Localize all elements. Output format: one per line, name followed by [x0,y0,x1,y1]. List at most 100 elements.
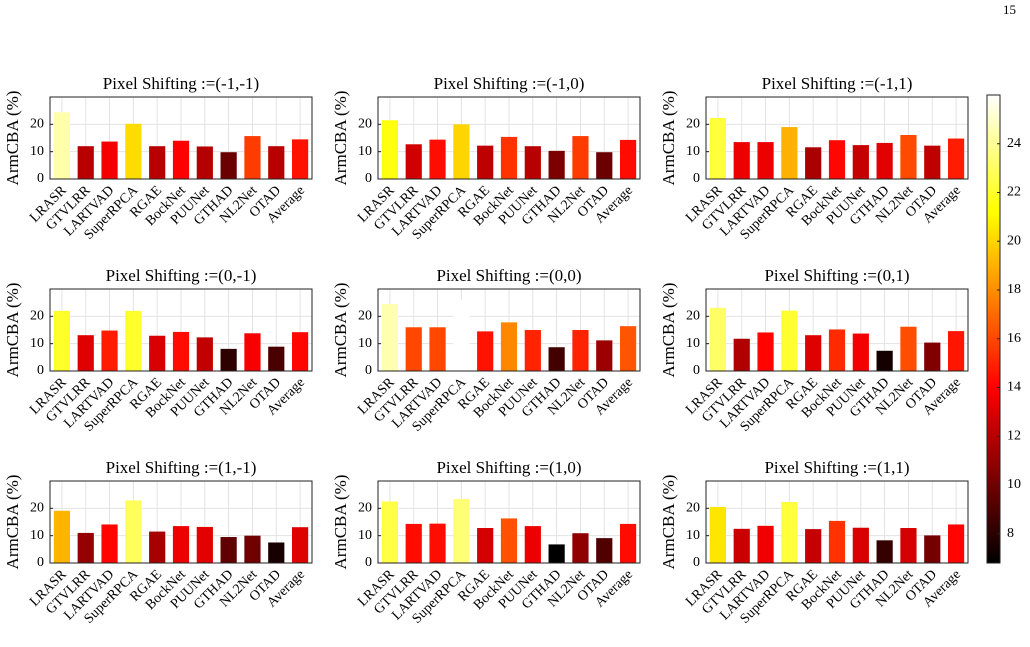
bar [77,335,94,371]
chart-title: Pixel Shifting :=(0,-1) [106,266,257,285]
chart-title: Pixel Shifting :=(-1,0) [434,74,585,93]
bar [429,139,446,179]
chart-title: Pixel Shifting :=(1,-1) [106,458,257,477]
bar [619,326,637,371]
colorbar-tick-label: 20 [1007,233,1021,248]
bar [572,330,589,371]
bar [268,146,285,179]
y-tick-label: 10 [686,528,700,543]
y-tick-label: 20 [686,117,700,132]
y-tick-label: 10 [686,336,700,351]
y-tick-label: 0 [37,363,44,378]
bar [53,310,71,371]
bar [453,499,470,563]
chart-title: Pixel Shifting :=(1,0) [436,458,581,477]
bar [477,331,494,371]
bar [781,310,798,371]
bar [548,347,565,371]
axes-box [49,480,313,564]
bar [453,299,470,371]
colorbar-tick-label: 22 [1007,185,1021,200]
bar [244,136,261,179]
bar [429,327,446,371]
y-axis-label: ArmCBA (%) [659,475,678,570]
axes-box [705,96,969,180]
bar [924,342,941,371]
chart-title: Pixel Shifting :=(1,1) [764,458,909,477]
bar [101,524,118,563]
bar [500,136,518,179]
bar [757,332,774,371]
y-axis-label: ArmCBA (%) [331,475,350,570]
y-tick-label: 0 [693,171,700,186]
bar [172,526,190,563]
bar [220,348,237,371]
bar [709,307,727,371]
bar [101,330,118,371]
colorbar-tick-label: 18 [1007,282,1021,297]
y-tick-label: 0 [365,363,372,378]
colorbar-tick-label: 24 [1007,136,1021,151]
bar [268,542,285,563]
bar [947,331,965,371]
bar [757,142,774,179]
bar [619,139,637,179]
bar [619,523,637,563]
y-tick-label: 0 [693,555,700,570]
bar [596,152,613,179]
y-tick-label: 20 [358,309,372,324]
chart-title: Pixel Shifting :=(0,0) [436,266,581,285]
bar [268,346,285,371]
bar [125,500,142,563]
bar [733,528,750,563]
bar [828,140,846,179]
bar [453,124,470,179]
bar [828,520,846,563]
axes-box [705,288,969,372]
bar [596,538,613,563]
y-tick-label: 10 [358,528,372,543]
bar [900,134,917,179]
bar [381,120,399,179]
bar [77,532,94,563]
bar [876,540,893,563]
y-tick-label: 20 [358,501,372,516]
chart-title: Pixel Shifting :=(0,1) [764,266,909,285]
bar [125,310,142,371]
bar [524,330,541,371]
y-tick-label: 20 [686,501,700,516]
bar [548,544,565,563]
bar [781,502,798,563]
colorbar-tick-label: 14 [1007,380,1021,395]
bar [876,142,893,179]
colorbar-tick-label: 8 [1007,526,1014,541]
colorbar [986,94,1001,564]
y-tick-label: 10 [686,144,700,159]
bar [244,333,261,371]
bar [781,127,798,179]
bar [947,138,965,179]
y-axis-label: ArmCBA (%) [331,283,350,378]
bar [572,533,589,563]
bar [196,337,213,371]
bar [477,528,494,563]
bar [852,527,869,563]
bar [805,335,822,371]
y-axis-label: ArmCBA (%) [3,475,22,570]
bar [757,525,774,563]
y-tick-label: 0 [365,171,372,186]
bar [172,140,190,179]
bar [709,506,727,563]
bar [53,112,71,179]
bar [405,523,422,563]
axes-box [49,288,313,372]
y-tick-label: 20 [686,309,700,324]
y-tick-label: 0 [693,363,700,378]
bar [172,331,190,371]
bar [291,332,309,371]
bar [572,136,589,179]
y-tick-label: 10 [358,144,372,159]
y-axis-label: ArmCBA (%) [3,91,22,186]
colorbar-tick-label: 12 [1007,428,1021,443]
